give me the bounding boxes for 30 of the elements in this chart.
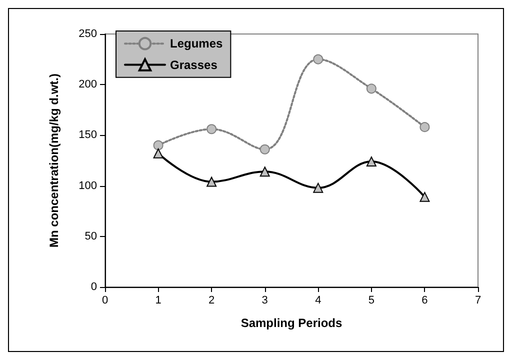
x-tick-label: 2 [208, 294, 215, 306]
point [153, 148, 164, 158]
x-tick-label: 0 [102, 294, 108, 306]
x-tick-label: 1 [155, 294, 162, 306]
point [420, 122, 430, 132]
point [366, 156, 376, 167]
y-axis-title: Mn concentration(mg/kg d.wt.) [47, 74, 61, 248]
x-tick-label: 5 [368, 294, 374, 306]
point [366, 84, 376, 94]
y-tick-label: 250 [78, 28, 97, 40]
point [313, 182, 324, 193]
point [313, 54, 324, 64]
point [206, 176, 217, 187]
legend-label: Grasses [170, 58, 218, 72]
x-tick-label: 7 [474, 294, 482, 306]
y-tick-label: 200 [78, 78, 97, 91]
x-tick-label: 3 [262, 294, 268, 306]
point [153, 140, 164, 150]
point [420, 192, 430, 202]
x-axis-title: Sampling Periods [240, 316, 342, 330]
point [260, 166, 270, 177]
y-tick-label: 150 [78, 129, 97, 142]
x-tick-label: 6 [422, 294, 428, 306]
y-tick-label: 50 [84, 230, 97, 242]
y-tick-label: 0 [90, 281, 97, 293]
point [206, 124, 217, 134]
y-tick-label: 100 [78, 180, 97, 192]
x-tick-label: 4 [315, 294, 322, 306]
legend-label: Legumes [170, 36, 224, 51]
point [260, 144, 270, 154]
